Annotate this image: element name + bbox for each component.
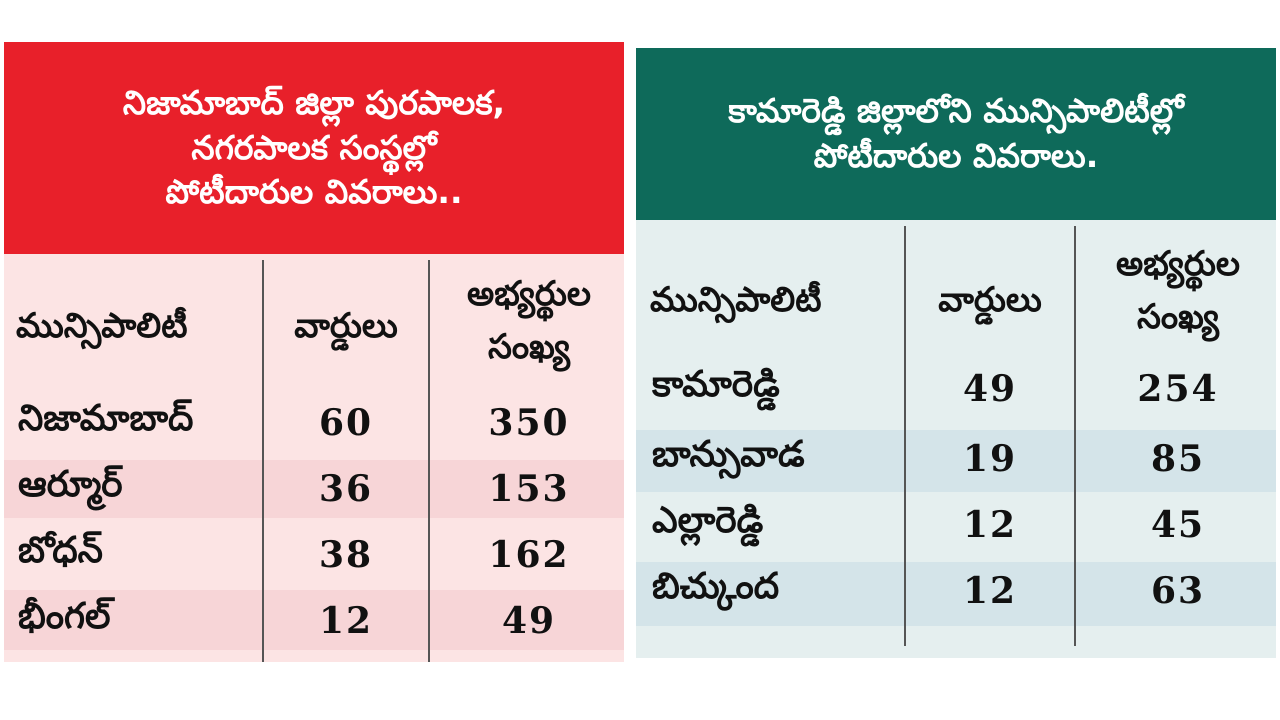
column-divider: [904, 226, 906, 646]
candidates-count: 85: [1150, 438, 1206, 480]
column-divider: [1074, 226, 1076, 646]
candidates-count: 254: [1137, 368, 1219, 410]
municipality-name: నిజామాబాద్: [18, 398, 194, 439]
kamareddy-table-title: కామారెడ్డి జిల్లాలోని మున్సిపాలిటీల్లో ప…: [636, 48, 1276, 220]
header-line: అభ్యర్థుల: [1116, 244, 1240, 284]
wards-count: 38: [318, 534, 374, 576]
title-line: పోటీదారుల వివరాలు..: [165, 172, 463, 212]
column-header-candidates: అభ్యర్థుల సంఖ్య: [1080, 238, 1276, 343]
wards-count: 36: [318, 468, 374, 510]
wards-count: 19: [962, 438, 1018, 480]
title-line: నగరపాలక సంస్థల్లో: [191, 127, 437, 167]
column-divider: [428, 260, 430, 662]
candidates-count: 153: [488, 468, 570, 510]
nizamabad-table-title: నిజామాబాద్ జిల్లా పురపాలక, నగరపాలక సంస్థ…: [4, 42, 624, 254]
header-line: సంఖ్య: [488, 326, 570, 367]
candidates-count: 63: [1150, 570, 1206, 612]
municipality-name: భీంగల్: [18, 596, 111, 637]
column-header-wards: వార్డులు: [294, 306, 398, 346]
candidates-count: 350: [488, 402, 570, 444]
wards-count: 12: [962, 570, 1018, 612]
kamareddy-table: కామారెడ్డి జిల్లాలోని మున్సిపాలిటీల్లో ప…: [636, 48, 1276, 658]
municipality-name: ఆర్మూర్: [18, 464, 123, 505]
title-line: కామారెడ్డి జిల్లాలోని మున్సిపాలిటీల్లో: [728, 91, 1184, 131]
candidates-count: 162: [488, 534, 570, 576]
municipality-name: బోధన్: [18, 530, 103, 571]
candidates-count: 49: [501, 600, 557, 642]
municipality-name: ఎల్లారెడ్డి: [652, 500, 764, 541]
candidates-count: 45: [1150, 504, 1206, 546]
column-header-municipality: మున్సిపాలిటీ: [650, 280, 822, 320]
municipality-name: కామారెడ్డి: [652, 364, 780, 405]
column-header-wards: వార్డులు: [938, 280, 1042, 320]
row-band: [4, 460, 624, 518]
row-band: [636, 562, 1276, 626]
header-line: సంఖ్య: [1137, 296, 1219, 337]
row-band: [636, 430, 1276, 492]
column-header-municipality: మున్సిపాలిటీ: [16, 306, 188, 346]
wards-count: 49: [962, 368, 1018, 410]
header-line: అభ్యర్థుల: [467, 274, 591, 314]
title-line: నిజామాబాద్ జిల్లా పురపాలక,: [122, 83, 506, 123]
column-divider: [262, 260, 264, 662]
wards-count: 60: [318, 402, 374, 444]
municipality-name: బిచ్కుంద: [652, 566, 780, 607]
column-header-candidates: అభ్యర్థుల సంఖ్య: [434, 268, 624, 373]
wards-count: 12: [318, 600, 374, 642]
municipality-name: బాన్సువాడ: [652, 434, 805, 475]
nizamabad-table: నిజామాబాద్ జిల్లా పురపాలక, నగరపాలక సంస్థ…: [4, 42, 624, 662]
title-line: పోటీదారుల వివరాలు.: [813, 136, 1099, 175]
row-band: [4, 590, 624, 650]
wards-count: 12: [962, 504, 1018, 546]
